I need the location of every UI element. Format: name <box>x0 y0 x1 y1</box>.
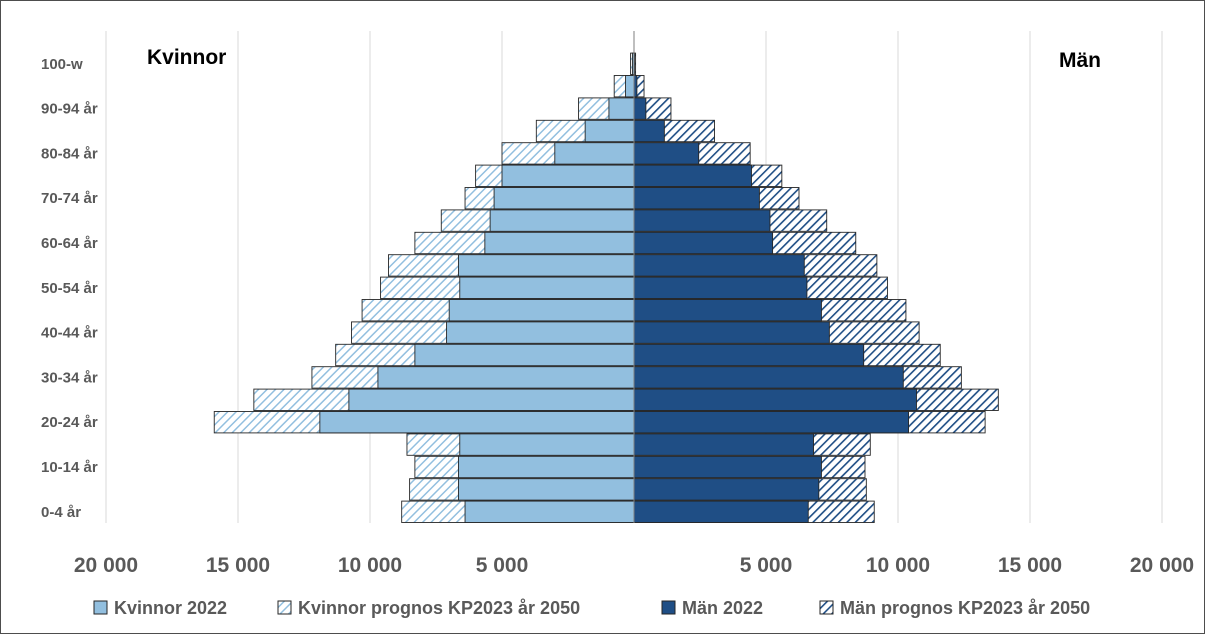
bar-kvinnor-2022-55-59-r <box>457 254 635 277</box>
bar-m-n-2022-30-34-r <box>633 366 904 389</box>
bar-kvinnor-2022-0-4-r <box>464 500 635 523</box>
bar-kvinnor-2022-45-49-r <box>448 299 635 322</box>
bar-kvinnor-2022-40-44-r <box>446 321 635 344</box>
bar-m-n-2022-0-4-r <box>633 500 809 523</box>
y-tick-label: 0-4 år <box>41 504 81 521</box>
bar-m-n-2022-65-69-r <box>633 209 771 232</box>
bar-m-n-2022-90-94-r <box>633 97 647 120</box>
x-tick-label: 20 000 <box>74 554 138 577</box>
legend-label: Kvinnor prognos KP2023 år 2050 <box>298 598 580 618</box>
legend-swatch <box>277 600 292 615</box>
bar-kvinnor-2022-60-64-r <box>484 231 635 255</box>
x-tick-label: 10 000 <box>338 554 402 577</box>
y-tick-label: 30-34 år <box>41 369 98 386</box>
y-tick-label: 50-54 år <box>41 280 98 297</box>
bar-m-n-2022-15-19-r <box>633 433 814 456</box>
x-tick-label: 10 000 <box>866 554 930 577</box>
bar-kvinnor-2022-70-74-r <box>493 187 635 210</box>
y-tick-label: 90-94 år <box>41 101 98 118</box>
bar-m-n-2022-85-89-r <box>633 119 665 143</box>
y-tick-label: 40-44 år <box>41 325 98 342</box>
bar-m-n-2022-20-24-r <box>633 411 910 434</box>
y-tick-label: 70-74 år <box>41 190 98 207</box>
bar-kvinnor-2022-10-14-r <box>457 455 635 479</box>
y-tick-label: 80-84 år <box>41 145 98 162</box>
bar-kvinnor-2022-95-99-r <box>625 75 635 98</box>
bar-m-n-2022-60-64-r <box>633 231 774 255</box>
bar-m-n-2022-5-9-r <box>633 478 820 501</box>
side-label-left: Kvinnor <box>147 46 226 69</box>
y-axis-labels: 0-4 år 10-14 år 20-24 år 30-34 år 40-44 år 50… <box>41 56 98 521</box>
legend-label: Män prognos KP2023 år 2050 <box>840 598 1090 618</box>
x-tick-label: 5 000 <box>476 554 529 577</box>
side-label-right: Män <box>1059 49 1101 72</box>
bar-m-n-2022-70-74-r <box>633 187 760 210</box>
bar-m-n-2022-50-54-r <box>633 276 808 299</box>
y-tick-label: 20-24 år <box>41 414 98 431</box>
bar-kvinnor-2022-65-69-r <box>489 209 635 232</box>
bar-kvinnor-2022-50-54-r <box>459 276 635 299</box>
bar-m-n-2022-35-39-r <box>633 343 865 367</box>
y-tick-label: 100-w <box>41 56 83 73</box>
bars <box>213 31 999 523</box>
bar-kvinnor-2022-30-34-r <box>377 366 635 389</box>
legend-swatch <box>819 600 834 615</box>
bar-kvinnor-2022-35-39-r <box>414 343 635 367</box>
bar-kvinnor-2022-25-29-r <box>348 388 635 411</box>
bar-m-n-2022-45-49-r <box>633 299 822 322</box>
y-tick-label: 60-64 år <box>41 235 98 252</box>
bar-kvinnor-2022-80-84-r <box>554 142 635 165</box>
y-tick-label: 10-14 år <box>41 459 98 476</box>
legend-swatch <box>661 600 676 615</box>
x-tick-label: 20 000 <box>1130 554 1194 577</box>
bar-kvinnor-2022-5-9-r <box>457 478 635 501</box>
bar-m-n-2022-55-59-r <box>633 254 805 277</box>
x-tick-label: 15 000 <box>998 554 1062 577</box>
x-axis-labels: 20 000 15 000 10 000 5 000 5 000 10 000 15 000… <box>74 554 1194 577</box>
bar-m-n-2022-40-44-r <box>633 321 830 344</box>
bar-m-n-2022-80-84-r <box>633 142 700 165</box>
legend-label: Män 2022 <box>682 598 763 618</box>
bar-kvinnor-2022-75-79-r <box>501 164 635 187</box>
bar-m-n-2022-75-79-r <box>633 164 752 187</box>
legend-label: Kvinnor 2022 <box>114 598 227 618</box>
x-tick-label: 5 000 <box>740 554 793 577</box>
bar-kvinnor-2022-15-19-r <box>459 433 635 456</box>
legend: Kvinnor 2022 Kvinnor prognos KP2023 år 20… <box>93 598 1090 618</box>
x-tick-label: 15 000 <box>206 554 270 577</box>
bar-kvinnor-2022-90-94-r <box>608 97 635 120</box>
bar-kvinnor-2022-85-89-r <box>584 119 635 143</box>
legend-swatch <box>93 600 108 615</box>
bar-m-n-2022-25-29-r <box>633 388 917 411</box>
bar-m-n-2022-10-14-r <box>633 455 822 479</box>
bar-kvinnor-2022-20-24-r <box>319 411 635 434</box>
